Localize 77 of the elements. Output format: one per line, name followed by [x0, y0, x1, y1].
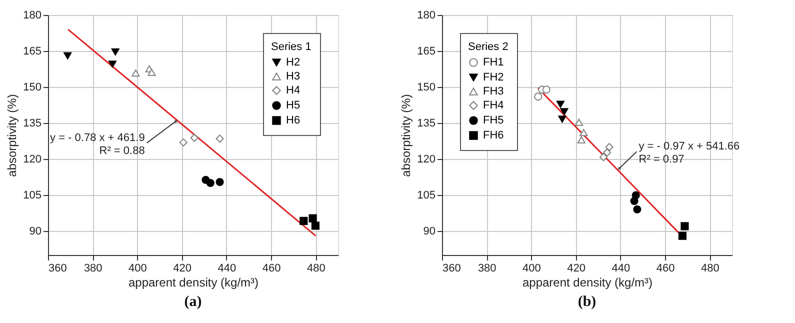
- annotation: y = - 0.97 x + 541.66 R² = 0.97: [638, 140, 740, 166]
- y-tick-label: 90: [423, 226, 436, 238]
- point: [599, 153, 608, 162]
- y-tick-label: 150: [417, 82, 436, 94]
- legend-label: H2: [286, 56, 300, 68]
- y-tick-label: 120: [23, 154, 42, 166]
- y-tick-label: 180: [23, 10, 42, 22]
- point: [64, 52, 72, 60]
- point: [605, 142, 614, 152]
- point: [678, 232, 687, 240]
- legend-label: FH3: [483, 86, 504, 98]
- legend-label: H6: [286, 114, 300, 126]
- y-tick-label: 105: [23, 190, 42, 202]
- x-tick-label: 480: [701, 262, 720, 274]
- x-tick-label: 400: [128, 262, 147, 274]
- legend-label: H3: [286, 70, 300, 82]
- point: [574, 118, 584, 126]
- point: [560, 108, 568, 116]
- point: [179, 138, 188, 146]
- point: [603, 148, 612, 157]
- point: [132, 70, 140, 77]
- annotation: y = - 0.78 x + 461.9 R² = 0.88: [50, 132, 145, 157]
- point: [534, 92, 542, 101]
- legend-label: H4: [286, 84, 300, 96]
- x-tick-label: 360: [442, 262, 461, 274]
- legend-label: FH1: [483, 56, 504, 68]
- y-tick-label: 90: [29, 226, 42, 238]
- y-tick-label: 135: [417, 118, 436, 130]
- y-tick-label: 135: [23, 118, 42, 130]
- point: [108, 60, 117, 68]
- y-tick-label: 165: [417, 46, 436, 58]
- x-tick-label: 480: [307, 262, 326, 274]
- legend-label: FH6: [483, 130, 504, 142]
- x-tick-label: 400: [522, 262, 541, 274]
- y-tick-label: 105: [417, 190, 436, 202]
- legend-label: FH4: [483, 100, 504, 112]
- legend-label: FH5: [483, 114, 504, 126]
- legend-label: FH2: [483, 72, 504, 84]
- point: [148, 68, 156, 76]
- legend-title: Series 1: [271, 41, 312, 53]
- point: [556, 100, 564, 108]
- point: [111, 48, 120, 56]
- x-tick-label: 440: [218, 262, 236, 274]
- point: [190, 134, 198, 142]
- point: [633, 205, 642, 214]
- point: [311, 222, 320, 230]
- x-tick-label: 460: [656, 262, 675, 274]
- x-tick-label: 460: [262, 262, 281, 274]
- point: [308, 214, 317, 222]
- x-tick-label: 360: [48, 262, 67, 274]
- point: [577, 136, 586, 144]
- point: [630, 196, 638, 206]
- point: [558, 116, 566, 123]
- legend-title: Series 2: [468, 41, 508, 53]
- y-tick-label: 165: [23, 46, 42, 58]
- x-tick-label: 420: [173, 262, 192, 274]
- x-tick-label: 380: [84, 262, 102, 274]
- x-tick-label: 380: [478, 262, 496, 274]
- x-axis-title: apparent density (kg/m³): [128, 276, 259, 290]
- y-tick-label: 120: [417, 154, 436, 166]
- point: [580, 129, 588, 136]
- y-axis-title: absorptivity (%): [5, 94, 20, 177]
- text: (b): [578, 294, 596, 310]
- y-axis-title: absorptivity (%): [399, 94, 414, 177]
- point: [216, 134, 224, 143]
- point: [216, 178, 224, 186]
- x-axis-title: apparent density (kg/m³): [522, 276, 653, 290]
- point: [680, 222, 689, 230]
- x-tick-label: 420: [567, 262, 586, 274]
- y-tick-label: 180: [417, 10, 436, 22]
- point: [542, 86, 550, 94]
- y-tick-label: 150: [23, 82, 42, 94]
- point: [300, 216, 308, 225]
- point: [206, 178, 214, 188]
- x-tick-label: 440: [612, 262, 630, 274]
- legend-label: H5: [286, 100, 300, 112]
- text: (a): [184, 294, 202, 310]
